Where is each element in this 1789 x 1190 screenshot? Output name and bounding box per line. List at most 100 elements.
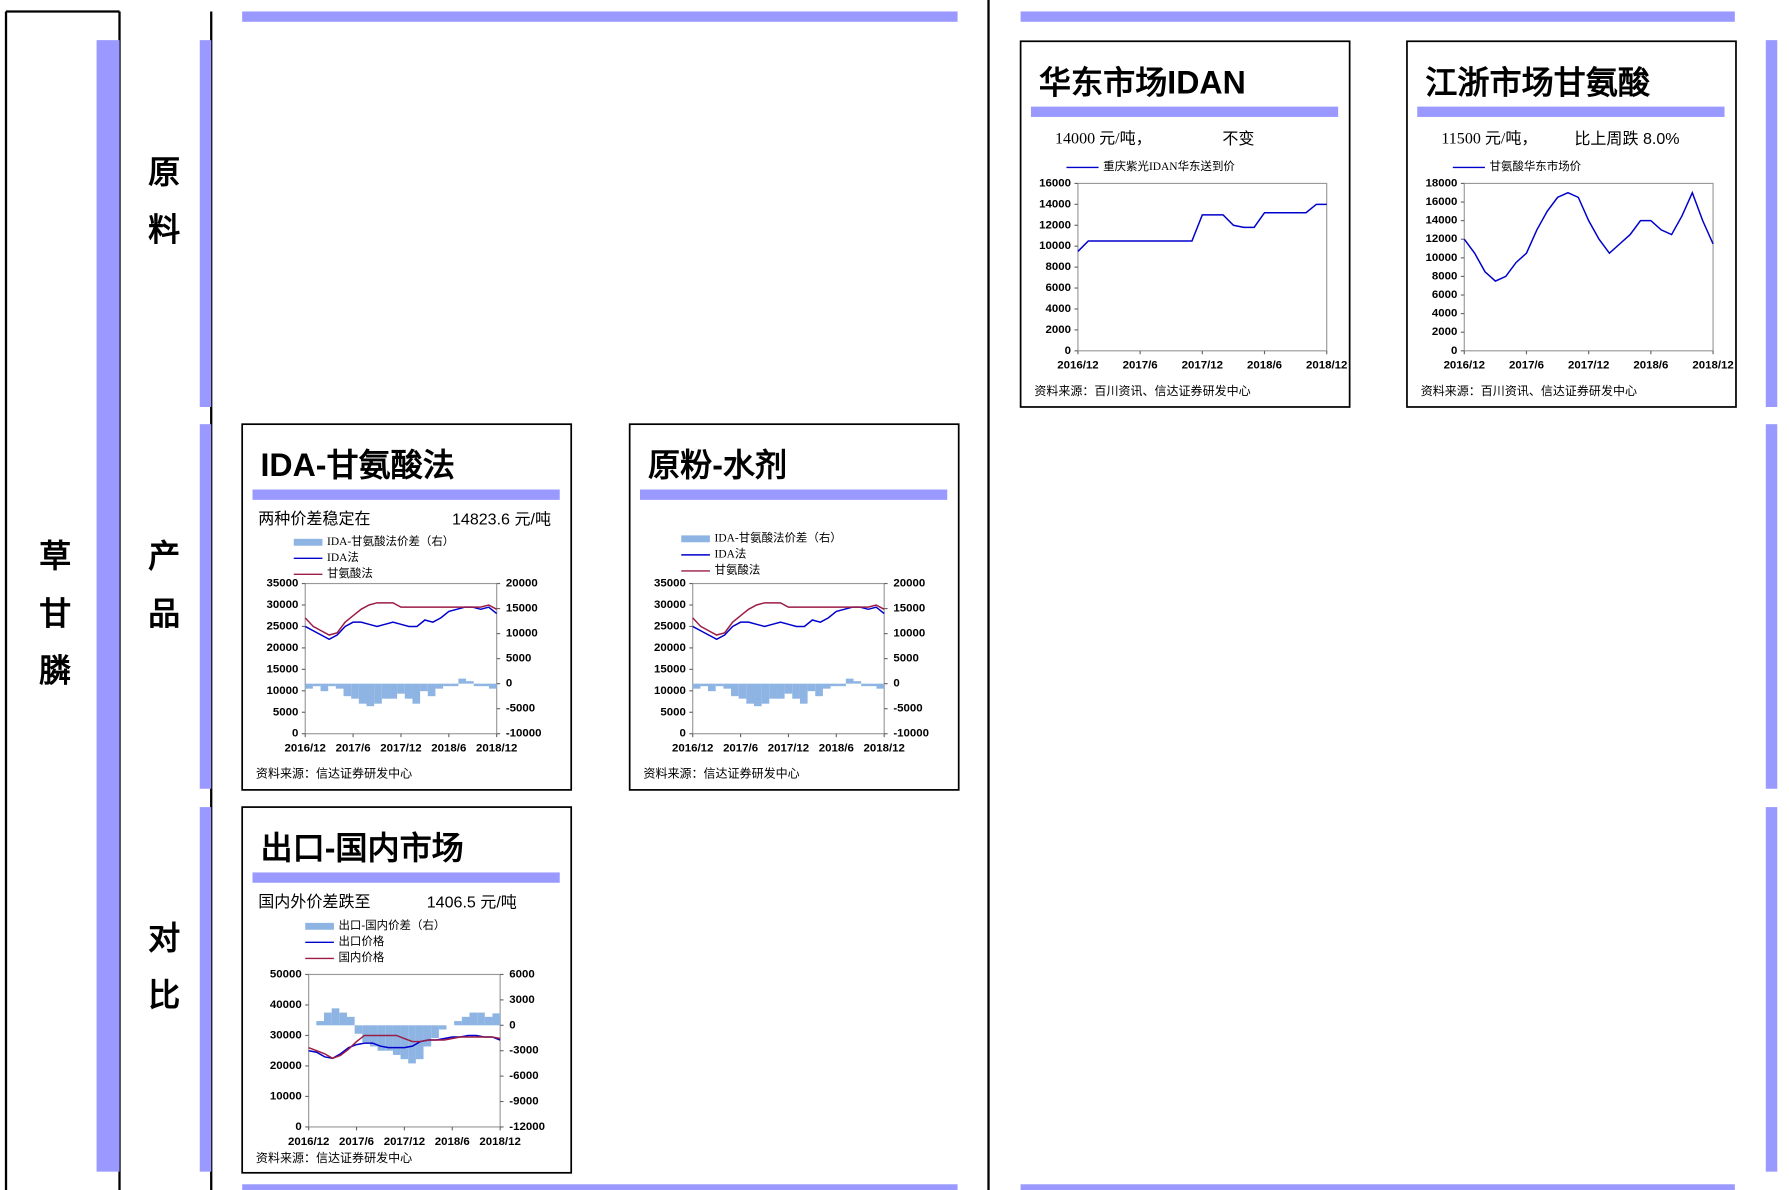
y-tick-label: 12000 <box>1426 233 1458 245</box>
y-tick-label: 25000 <box>266 620 298 632</box>
y-tick-label: 20000 <box>266 642 298 654</box>
x-tick-label: 2018/12 <box>1306 360 1347 372</box>
subtitle: 比上周跌 8.0% <box>1574 130 1679 148</box>
y-tick-label: 15000 <box>654 663 686 675</box>
legend-label: 出口价格 <box>338 934 384 948</box>
y2-tick-label: 0 <box>506 678 512 690</box>
legend-swatch <box>305 922 334 930</box>
y-tick-label: 15000 <box>266 663 298 675</box>
y-tick-label: 40000 <box>270 999 302 1011</box>
sidebar-row: 原料 <box>144 155 180 270</box>
y2-tick-label: 5000 <box>893 653 918 665</box>
bar <box>408 1025 416 1064</box>
bar <box>435 683 444 689</box>
bar <box>358 683 367 704</box>
title-bar <box>252 872 560 883</box>
bar <box>799 683 808 704</box>
bar <box>346 1016 355 1026</box>
bar <box>792 683 800 699</box>
legend-label: 重庆紫光IDAN华东送到价 <box>1103 159 1235 173</box>
y-tick-label: 2000 <box>1046 324 1071 336</box>
bar <box>305 683 313 689</box>
line <box>692 602 885 636</box>
y-tick-label: 18000 <box>1426 177 1458 189</box>
bar <box>366 683 375 707</box>
bar <box>339 1012 347 1026</box>
x-tick-label: 2016/12 <box>672 743 713 755</box>
bar <box>838 683 846 687</box>
bar <box>450 683 459 687</box>
bar <box>489 683 497 689</box>
x-tick-label: 2016/12 <box>1057 360 1098 372</box>
line <box>308 1034 501 1060</box>
subtitle: 11500 元/吨， <box>1441 130 1537 148</box>
y2-tick-label: -9000 <box>509 1096 538 1108</box>
x-tick-label: 2018/12 <box>1692 360 1733 372</box>
source: 资料来源：百川资讯、信达证券研发中心 <box>1034 383 1250 398</box>
bar <box>427 683 436 697</box>
x-tick-label: 2017/6 <box>1509 360 1544 372</box>
y2-tick-label: 15000 <box>506 603 538 615</box>
y-tick-label: 10000 <box>1039 240 1071 252</box>
line <box>1463 190 1714 282</box>
y-tick-label: 6000 <box>1046 282 1071 294</box>
source: 资料来源：信达证券研发中心 <box>643 766 799 781</box>
bar <box>312 683 321 687</box>
y-tick-label: 10000 <box>654 685 686 697</box>
x-tick-label: 2017/12 <box>384 1136 425 1148</box>
bar <box>331 1008 340 1026</box>
bar <box>343 683 352 697</box>
bar <box>723 683 732 689</box>
bar <box>351 683 359 699</box>
y-tick-label: 0 <box>679 728 685 740</box>
x-tick-label: 2018/6 <box>1247 360 1282 372</box>
x-tick-label: 2017/12 <box>768 743 809 755</box>
x-tick-label: 2018/12 <box>479 1136 520 1148</box>
legend-label: IDA法 <box>327 550 359 564</box>
x-tick-label: 2016/12 <box>1444 360 1485 372</box>
y-tick-label: 5000 <box>273 706 298 718</box>
panel-border <box>1019 40 1351 408</box>
bar <box>328 683 336 687</box>
y2-tick-label: 10000 <box>506 628 538 640</box>
y2-tick-label: 20000 <box>506 578 538 590</box>
y2-tick-label: 0 <box>509 1019 515 1031</box>
bar <box>438 1025 447 1030</box>
x-tick-label: 2017/6 <box>336 743 371 755</box>
line <box>308 1034 501 1060</box>
y-tick-label: 30000 <box>270 1029 302 1041</box>
bar <box>746 683 754 704</box>
legend-label: 甘氨酸法 <box>715 563 761 577</box>
x-tick-label: 2017/12 <box>380 743 421 755</box>
line <box>304 602 498 636</box>
bar <box>769 683 777 699</box>
bar <box>815 683 823 697</box>
bar <box>692 683 701 689</box>
subtitle: 两种价差稳定在 <box>258 510 370 528</box>
accent-bars <box>96 11 1778 1190</box>
chart-title: 出口-国内市场 <box>261 830 464 866</box>
subtitle: 不变 <box>1222 130 1254 148</box>
source: 资料来源：信达证券研发中心 <box>256 1150 412 1165</box>
bar <box>412 683 421 704</box>
bar <box>354 1025 363 1034</box>
bar <box>385 1025 393 1051</box>
chart-panel: 江浙市场甘氨酸 11500 元/吨， 比上周跌 8.0% 甘氨酸华东市场价 0 2000 4… <box>1406 40 1737 408</box>
x-tick-label: 2017/6 <box>723 743 758 755</box>
bar <box>492 1013 501 1026</box>
x-tick-label: 2018/12 <box>476 743 517 755</box>
panel-border <box>1406 40 1737 408</box>
x-tick-label: 2017/6 <box>1123 360 1158 372</box>
title-bar <box>639 489 948 500</box>
y-tick-label: 12000 <box>1039 219 1071 231</box>
y2-tick-label: 3000 <box>509 994 534 1006</box>
y-tick-label: 6000 <box>1432 289 1457 301</box>
bar <box>822 683 831 689</box>
y2-tick-label: -5000 <box>506 703 535 715</box>
bar <box>392 1025 401 1055</box>
title-bar <box>252 489 560 500</box>
y-tick-label: 5000 <box>660 706 685 718</box>
